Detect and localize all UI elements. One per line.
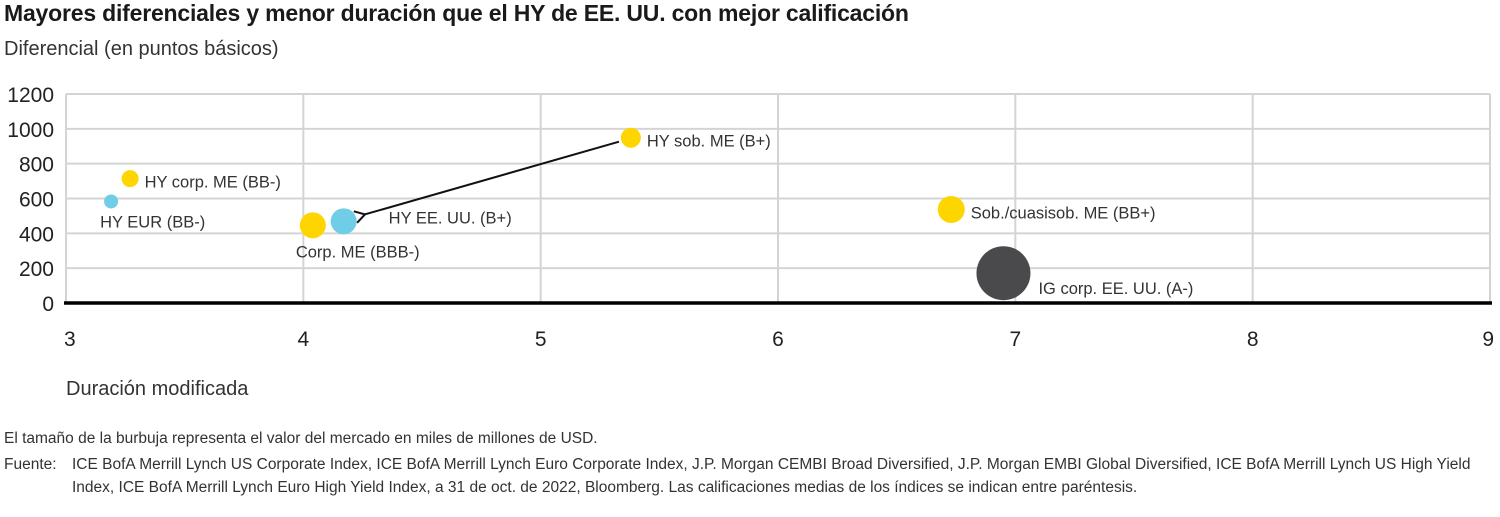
- y-tick-label: 1200: [7, 84, 54, 107]
- bubble: [121, 170, 139, 188]
- y-tick-label: 1000: [7, 119, 54, 142]
- bubbles: [104, 127, 1031, 301]
- source-text: ICE BofA Merrill Lynch US Corporate Inde…: [72, 456, 1471, 496]
- x-axis-ticks: 3 4 5 6 7 8 9: [64, 328, 1494, 351]
- x-tick-label: 3: [64, 328, 76, 351]
- bubble: [299, 212, 326, 239]
- bubble-label: IG corp. EE. UU. (A-): [1038, 280, 1193, 298]
- x-tick-label: 7: [1009, 328, 1021, 351]
- bubble: [104, 194, 119, 209]
- source-label: Fuente:: [4, 456, 57, 473]
- y-axis-ticks: 0 200 400 600 800 1000 1200: [7, 84, 54, 316]
- arrow-annotation: [353, 140, 620, 224]
- bubble-label: Corp. ME (BBB-): [296, 243, 420, 261]
- x-axis-title: Duración modificada: [66, 378, 249, 400]
- source-note: Fuente: ICE BofA Merrill Lynch US Corpor…: [4, 453, 1494, 499]
- bubble: [937, 195, 965, 223]
- x-tick-label: 6: [772, 328, 784, 351]
- y-tick-label: 600: [19, 189, 54, 212]
- bubble: [620, 127, 641, 148]
- x-tick-label: 4: [297, 328, 309, 351]
- x-tick-label: 9: [1482, 328, 1494, 351]
- bubble-label: HY corp. ME (BB-): [145, 174, 281, 192]
- y-tick-label: 800: [19, 154, 54, 177]
- chart-title: Mayores diferenciales y menor duración q…: [4, 0, 909, 26]
- bubble-label: HY sob. ME (B+): [647, 133, 771, 151]
- y-tick-label: 400: [19, 223, 54, 246]
- bubble-chart: 0 200 400 600 800 1000 1200 3 4 5 6 7 8 9 HY EUR (BB…: [7, 84, 1494, 351]
- y-tick-label: 200: [19, 258, 54, 281]
- y-axis-title: Diferencial (en puntos básicos): [4, 38, 279, 60]
- x-tick-label: 5: [535, 328, 547, 351]
- bubble: [976, 246, 1031, 301]
- bubble-label: HY EE. UU. (B+): [389, 209, 512, 227]
- arrow-icon: [353, 140, 620, 224]
- bubble-label: HY EUR (BB-): [100, 213, 205, 231]
- bubble: [330, 208, 357, 235]
- grid-lines: [64, 93, 1492, 305]
- y-tick-label: 0: [42, 293, 54, 316]
- bubble-size-note: El tamaño de la burbuja representa el va…: [4, 430, 598, 447]
- bubble-label: Sob./cuasisob. ME (BB+): [971, 204, 1156, 222]
- x-tick-label: 8: [1247, 328, 1259, 351]
- bubble-labels: HY EUR (BB-) HY corp. ME (BB-) Corp. ME (B…: [100, 133, 1193, 299]
